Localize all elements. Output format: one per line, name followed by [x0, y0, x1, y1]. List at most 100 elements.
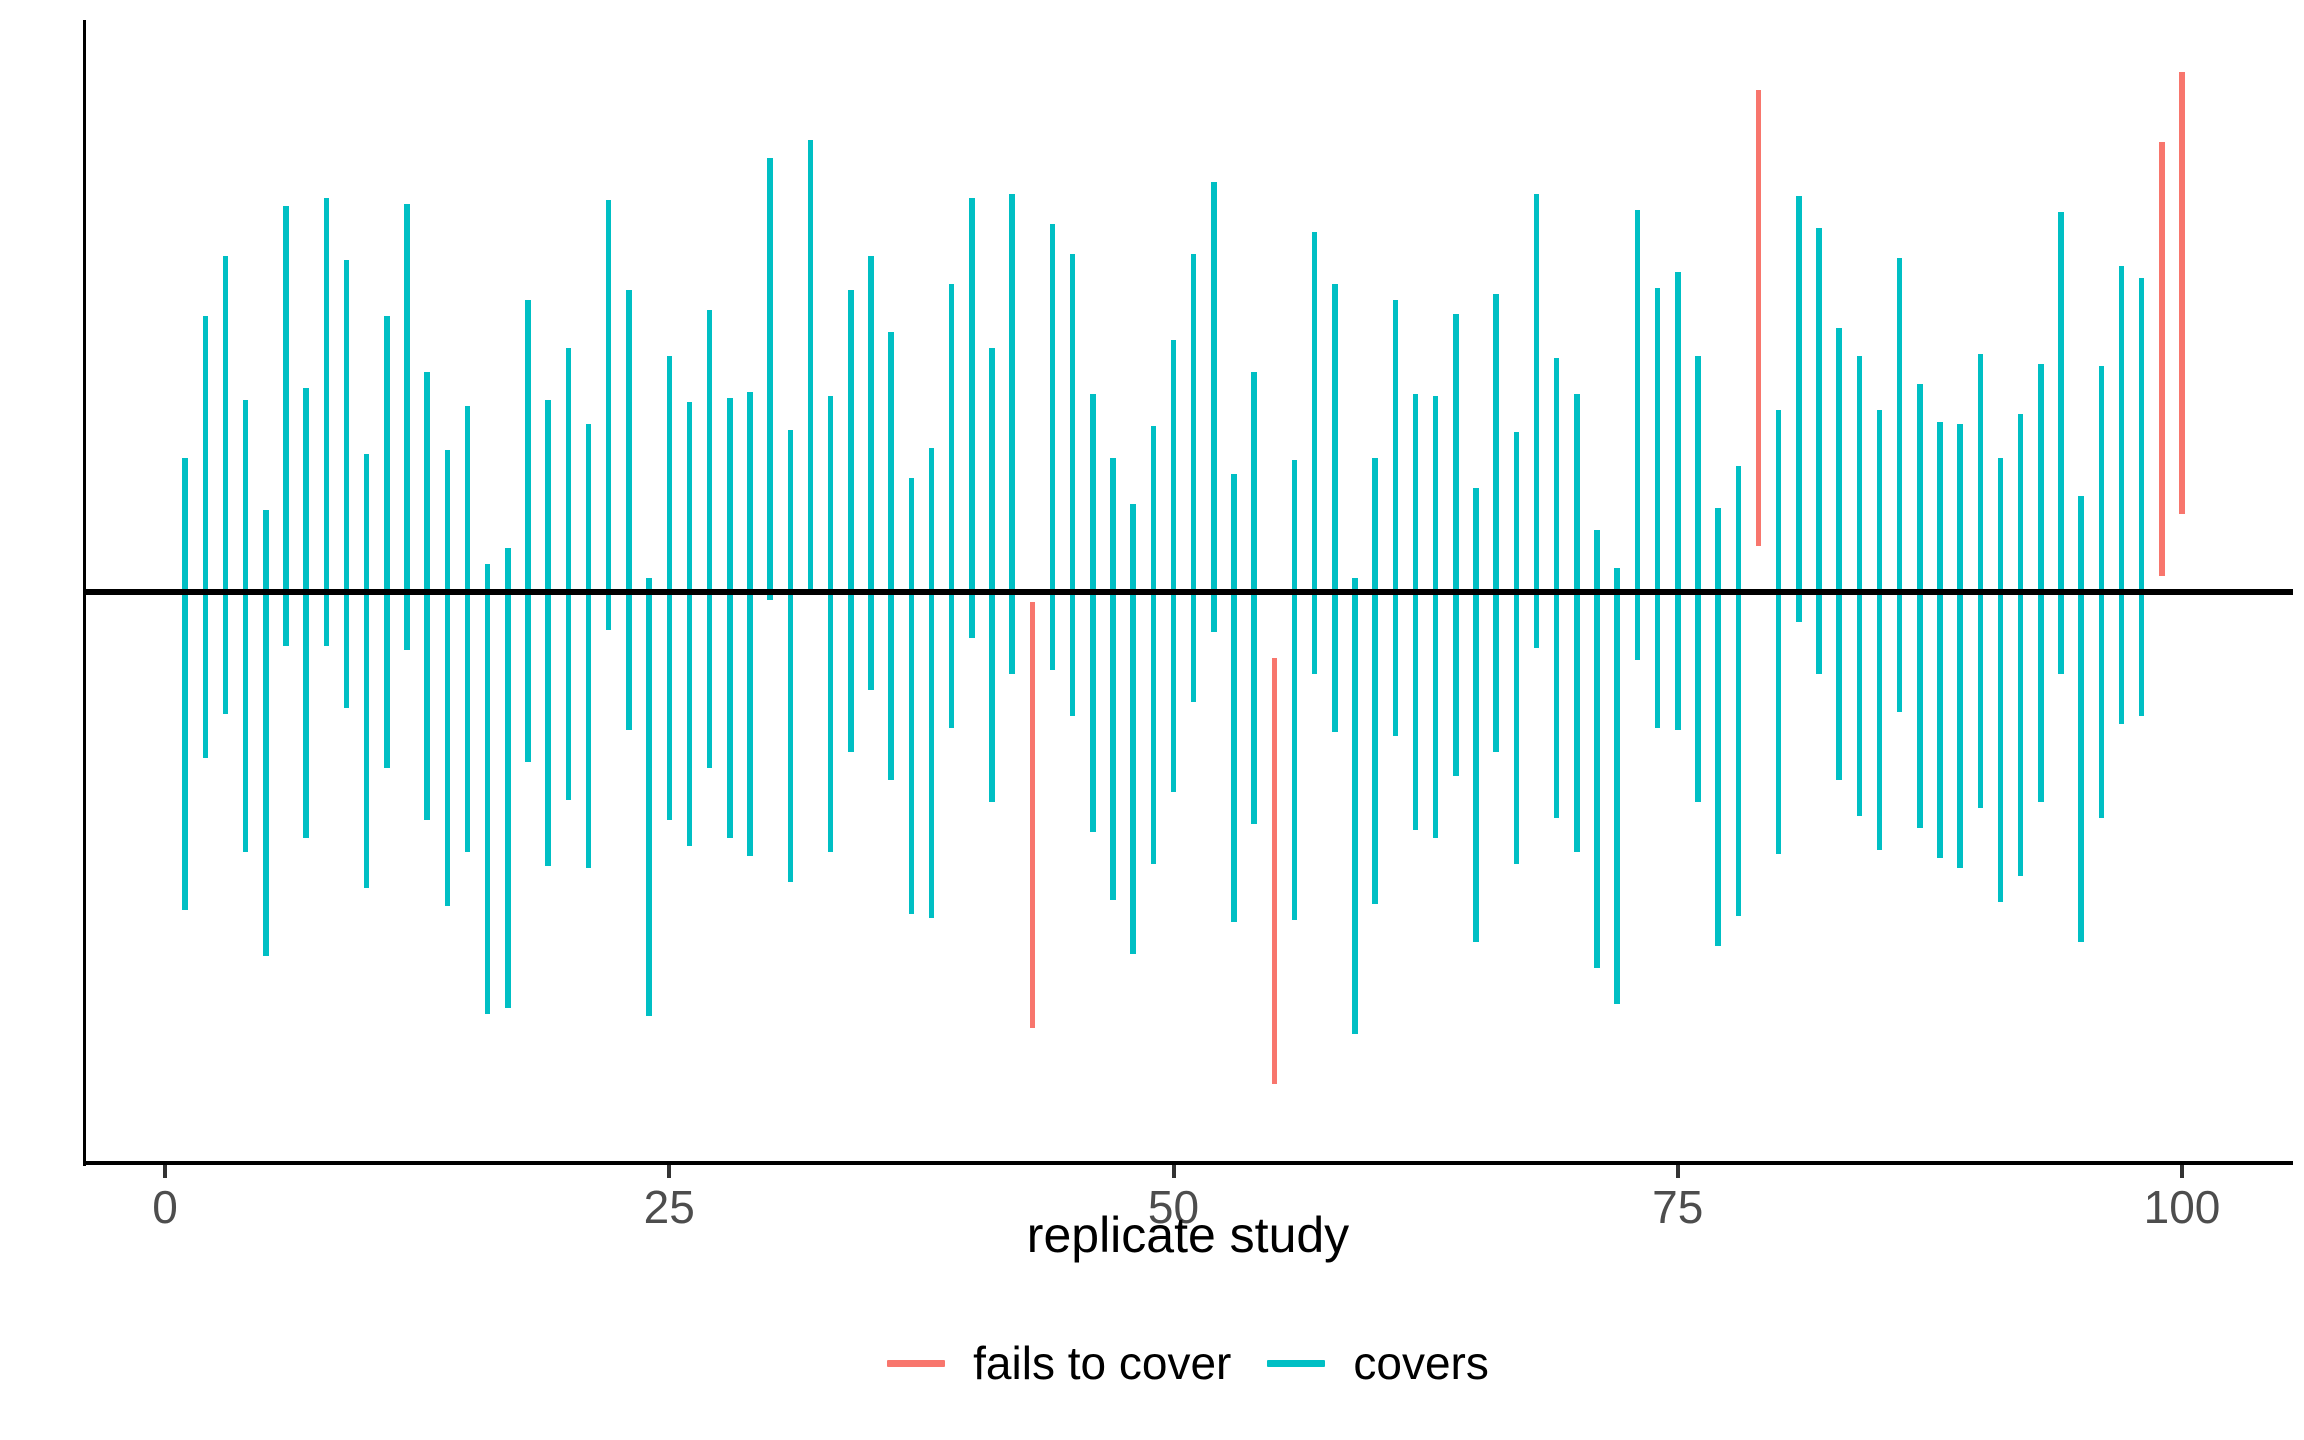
confidence-interval-covers [948, 284, 955, 728]
confidence-interval-covers [908, 478, 915, 914]
confidence-interval-covers [1311, 232, 1318, 674]
confidence-interval-covers [1775, 410, 1782, 854]
confidence-interval-covers [626, 290, 632, 730]
confidence-interval-covers [1049, 224, 1056, 670]
confidence-interval-covers [242, 400, 249, 852]
confidence-interval-covers [1553, 358, 1560, 818]
confidence-interval-covers [2058, 212, 2064, 674]
confidence-interval-covers [1533, 194, 1540, 648]
confidence-interval-covers [747, 392, 753, 856]
confidence-interval-covers [1432, 396, 1439, 838]
x-tick-label: 25 [643, 1181, 695, 1233]
confidence-interval-covers [1695, 356, 1701, 802]
x-axis-line [83, 1161, 2293, 1165]
confidence-interval-covers [1654, 288, 1661, 728]
confidence-interval-covers [343, 260, 350, 708]
confidence-interval-covers [1634, 210, 1641, 660]
confidence-interval-covers [767, 158, 773, 600]
confidence-interval-covers [303, 388, 309, 838]
x-tick-label: 100 [2143, 1181, 2221, 1233]
confidence-interval-covers [1090, 394, 1096, 832]
confidence-interval-covers [868, 256, 874, 690]
confidence-interval-covers [1231, 474, 1237, 922]
confidence-interval-covers [928, 448, 935, 918]
confidence-interval-covers [1997, 458, 2004, 902]
x-tick-label: 50 [1147, 1181, 1200, 1233]
confidence-interval-covers [1977, 354, 1984, 808]
confidence-interval-covers [1896, 258, 1903, 712]
legend: fails to cover covers [83, 1338, 2293, 1389]
confidence-interval-covers [2078, 496, 2084, 942]
confidence-interval-covers [1816, 228, 1822, 674]
legend-item-fails-to-cover: fails to cover [887, 1338, 1231, 1389]
confidence-interval-fails [2179, 72, 2185, 514]
confidence-interval-covers [202, 316, 209, 758]
confidence-interval-covers [888, 332, 894, 780]
x-tick-mark [1675, 1165, 1680, 1178]
confidence-interval-covers [1937, 422, 1943, 858]
confidence-interval-covers [848, 290, 854, 752]
confidence-interval-fails [2159, 142, 2165, 576]
confidence-interval-covers [666, 356, 672, 820]
confidence-interval-covers [1332, 284, 1338, 732]
confidence-interval-covers [1211, 182, 1217, 632]
confidence-interval-covers [545, 400, 551, 866]
confidence-interval-covers [263, 510, 269, 956]
confidence-interval-covers [969, 198, 975, 638]
confidence-interval-covers [1009, 194, 1015, 674]
x-tick-label: 75 [1652, 1181, 1704, 1233]
confidence-interval-covers [1957, 424, 1963, 868]
confidence-interval-covers [646, 578, 652, 1016]
confidence-interval-covers [1675, 272, 1681, 730]
confidence-interval-covers [2017, 414, 2024, 876]
true-value-reference-line [85, 589, 2293, 595]
confidence-interval-covers [1513, 432, 1520, 864]
confidence-interval-covers [505, 548, 511, 1008]
legend-item-covers: covers [1267, 1337, 1489, 1389]
confidence-interval-covers [989, 348, 995, 802]
x-tick-label: 0 [152, 1181, 178, 1233]
confidence-interval-covers [605, 200, 612, 630]
legend-label-covers: covers [1353, 1337, 1489, 1389]
confidence-interval-fails [1271, 658, 1278, 1084]
x-tick-mark [1171, 1165, 1176, 1178]
confidence-interval-covers [1453, 314, 1459, 776]
confidence-interval-covers [1574, 394, 1580, 852]
confidence-interval-covers [525, 300, 531, 762]
confidence-interval-covers [1110, 458, 1116, 900]
confidence-interval-covers [1917, 384, 1923, 828]
confidence-interval-covers [1170, 340, 1177, 792]
confidence-interval-covers [1251, 372, 1257, 824]
confidence-interval-covers [2118, 266, 2125, 724]
confidence-interval-covers [1796, 196, 1802, 622]
confidence-interval-covers [283, 206, 289, 646]
confidence-interval-covers [1715, 508, 1721, 946]
confidence-interval-covers [444, 450, 451, 906]
confidence-interval-fails [1755, 90, 1762, 546]
confidence-interval-covers [1473, 488, 1479, 942]
confidence-interval-covers [363, 454, 370, 888]
confidence-interval-covers [384, 316, 390, 768]
confidence-interval-covers [1069, 254, 1076, 716]
confidence-interval-covers [787, 430, 794, 882]
confidence-interval-covers [1856, 356, 1863, 816]
confidence-interval-covers [404, 204, 410, 650]
confidence-interval-fails [1029, 602, 1036, 1028]
confidence-interval-covers [827, 396, 834, 852]
x-tick-mark [667, 1165, 672, 1178]
confidence-interval-covers [2138, 278, 2145, 716]
confidence-interval-covers [727, 398, 733, 838]
confidence-interval-covers [1352, 578, 1358, 1034]
confidence-interval-covers [484, 564, 491, 1014]
confidence-interval-covers [1876, 410, 1883, 850]
fails-to-cover-line-swatch [887, 1359, 946, 1367]
x-tick-mark [163, 1165, 167, 1178]
confidence-interval-covers [424, 372, 430, 820]
covers-line-swatch [1267, 1359, 1326, 1367]
confidence-interval-covers [464, 406, 471, 852]
confidence-interval-covers [1392, 300, 1399, 736]
confidence-interval-covers [2038, 364, 2044, 802]
confidence-interval-covers [1291, 460, 1298, 920]
